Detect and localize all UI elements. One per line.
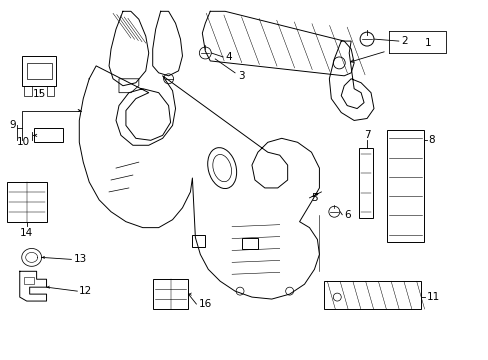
Circle shape [199, 47, 211, 59]
Circle shape [359, 32, 373, 46]
Text: 9: 9 [10, 121, 17, 130]
Text: 5: 5 [311, 193, 318, 203]
Circle shape [333, 57, 345, 69]
Text: 10: 10 [17, 137, 30, 147]
Text: 15: 15 [33, 89, 46, 99]
Text: 14: 14 [20, 228, 33, 238]
Text: 4: 4 [224, 52, 231, 62]
Text: 1: 1 [425, 38, 431, 48]
Text: 8: 8 [427, 135, 434, 145]
Text: 11: 11 [426, 292, 439, 302]
Circle shape [163, 74, 173, 84]
Text: 6: 6 [344, 210, 350, 220]
Text: 16: 16 [198, 299, 211, 309]
Text: 12: 12 [79, 286, 92, 296]
Text: 13: 13 [73, 255, 86, 264]
Text: 3: 3 [238, 71, 244, 81]
Circle shape [328, 206, 339, 217]
Text: 7: 7 [363, 130, 369, 140]
Text: 2: 2 [400, 36, 407, 46]
